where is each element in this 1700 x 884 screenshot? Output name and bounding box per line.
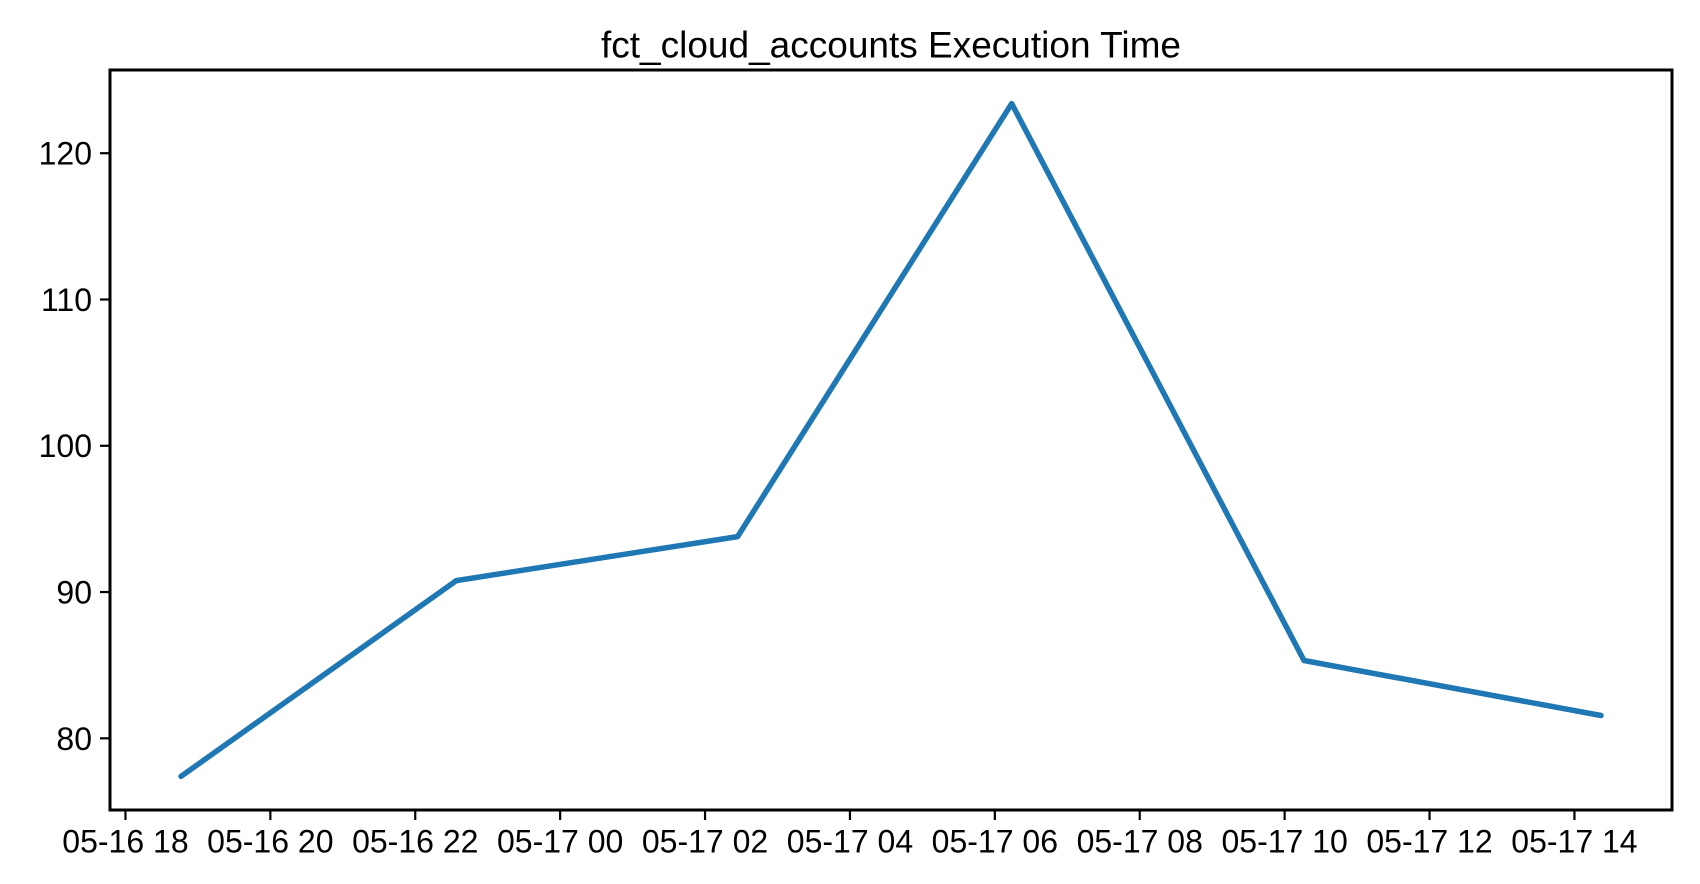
svg-text:100: 100	[39, 428, 92, 464]
svg-text:05-17 08: 05-17 08	[1077, 824, 1203, 860]
svg-text:05-17 02: 05-17 02	[642, 824, 768, 860]
svg-text:120: 120	[39, 136, 92, 172]
svg-text:05-17 06: 05-17 06	[932, 824, 1058, 860]
svg-text:80: 80	[56, 721, 92, 757]
svg-text:05-17 04: 05-17 04	[787, 824, 913, 860]
svg-text:05-17 12: 05-17 12	[1366, 824, 1492, 860]
svg-text:05-17 00: 05-17 00	[497, 824, 623, 860]
svg-text:05-16 22: 05-16 22	[352, 824, 478, 860]
svg-text:05-17 14: 05-17 14	[1511, 824, 1637, 860]
svg-text:110: 110	[41, 282, 92, 318]
svg-text:05-16 20: 05-16 20	[207, 824, 333, 860]
svg-text:05-17 10: 05-17 10	[1221, 824, 1347, 860]
svg-text:05-16 18: 05-16 18	[62, 824, 188, 860]
svg-text:fct_cloud_accounts Execution T: fct_cloud_accounts Execution Time	[601, 25, 1181, 66]
svg-text:90: 90	[56, 575, 92, 611]
